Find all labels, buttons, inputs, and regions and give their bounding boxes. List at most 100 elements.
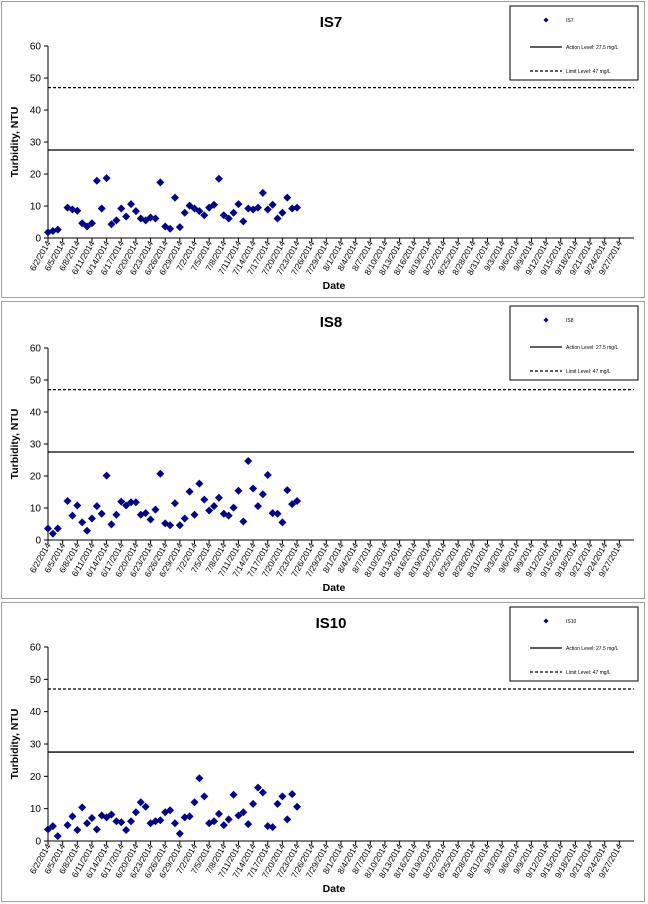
data-point	[258, 490, 267, 499]
data-point	[156, 816, 165, 825]
data-point	[253, 502, 262, 511]
legend-label: Action Level: 27.5 mg/L	[566, 646, 618, 652]
data-point	[44, 524, 52, 533]
data-point	[190, 798, 199, 807]
data-point	[53, 524, 62, 533]
data-point	[200, 495, 209, 504]
legend	[509, 305, 639, 381]
data-point	[151, 214, 160, 223]
y-tick-label: 40	[30, 106, 42, 117]
data-point	[249, 799, 258, 808]
legend-marker-diamond	[543, 317, 549, 323]
data-point	[53, 225, 62, 234]
data-point	[273, 214, 282, 223]
data-point	[214, 174, 223, 183]
legend-marker-diamond	[543, 17, 549, 23]
legend-label: Action Level: 27.5 mg/L	[566, 345, 618, 351]
y-tick-label: 20	[30, 772, 42, 783]
data-point	[268, 823, 277, 832]
data-point	[122, 501, 131, 510]
data-point	[131, 498, 140, 507]
y-tick-label: 60	[30, 42, 42, 53]
data-point	[214, 809, 223, 818]
x-axis-label: Date	[323, 883, 346, 895]
data-point	[293, 496, 302, 505]
data-point	[195, 479, 204, 488]
data-point	[170, 819, 179, 828]
data-point	[117, 497, 126, 506]
data-point	[44, 825, 52, 834]
data-point	[78, 518, 87, 527]
x-axis-label: Date	[323, 582, 346, 594]
data-point	[283, 815, 292, 824]
data-point	[102, 174, 111, 183]
data-point	[200, 211, 209, 220]
legend	[509, 606, 639, 682]
data-point	[185, 812, 194, 821]
data-point	[112, 510, 121, 519]
data-point	[239, 517, 248, 526]
data-point	[239, 217, 248, 226]
data-point	[68, 511, 77, 520]
y-tick-label: 30	[30, 740, 42, 751]
chart-is7: IS701020304050606/2/20146/5/20146/8/2014…	[9, 5, 639, 292]
data-point	[263, 471, 272, 480]
data-point	[205, 506, 214, 515]
data-point	[102, 471, 111, 480]
data-point	[83, 526, 92, 535]
data-point	[224, 511, 233, 520]
data-point	[268, 200, 277, 209]
y-axis-label: Turbidity, NTU	[9, 709, 21, 780]
data-point	[131, 207, 140, 216]
data-point	[278, 518, 287, 527]
data-point	[48, 822, 57, 831]
legend-label: Limit Level: 47 mg/L	[566, 69, 611, 75]
data-point	[87, 514, 96, 523]
legend-label: Action Level: 27.5 mg/L	[566, 45, 618, 51]
y-tick-label: 50	[30, 74, 42, 85]
legend-label: Limit Level: 47 mg/L	[566, 369, 611, 375]
legend-label: Limit Level: 47 mg/L	[566, 670, 611, 676]
chart-is10: IS1001020304050606/2/20146/5/20146/8/201…	[9, 606, 639, 895]
data-point	[273, 799, 282, 808]
y-tick-label: 40	[30, 707, 42, 718]
y-tick-label: 0	[35, 837, 41, 848]
data-point	[175, 223, 184, 232]
data-point	[229, 503, 238, 512]
data-point	[288, 500, 297, 509]
x-axis-label: Date	[323, 280, 346, 292]
data-point	[239, 808, 248, 817]
legend	[509, 5, 639, 81]
data-point	[293, 802, 302, 811]
data-point	[170, 499, 179, 508]
data-point	[87, 219, 96, 228]
data-point	[175, 521, 184, 530]
data-point	[273, 509, 282, 518]
data-point	[180, 208, 189, 217]
data-point	[210, 502, 219, 511]
data-point	[127, 817, 136, 826]
data-point	[278, 792, 287, 801]
y-axis-label: Turbidity, NTU	[9, 107, 21, 178]
data-point	[156, 469, 165, 478]
data-point	[190, 510, 199, 519]
data-point	[278, 208, 287, 217]
data-point	[224, 815, 233, 824]
data-point	[127, 200, 136, 209]
data-point	[107, 810, 116, 819]
data-point	[83, 222, 92, 231]
chart-title: IS7	[320, 14, 343, 31]
data-point	[78, 803, 87, 812]
y-tick-label: 20	[30, 170, 42, 181]
chart-panel-is7: IS7 0 10 20 30 40 50 60 6/2/2014 6/5/2014 6/8/2014…	[1, 1, 645, 298]
data-point	[97, 509, 106, 518]
data-point	[117, 204, 126, 213]
data-point	[166, 806, 175, 815]
data-point	[234, 811, 243, 820]
data-point	[166, 224, 175, 233]
data-point	[146, 515, 155, 524]
data-point	[53, 832, 62, 841]
data-point	[73, 826, 82, 835]
data-point	[166, 521, 175, 530]
y-tick-label: 10	[30, 504, 42, 515]
